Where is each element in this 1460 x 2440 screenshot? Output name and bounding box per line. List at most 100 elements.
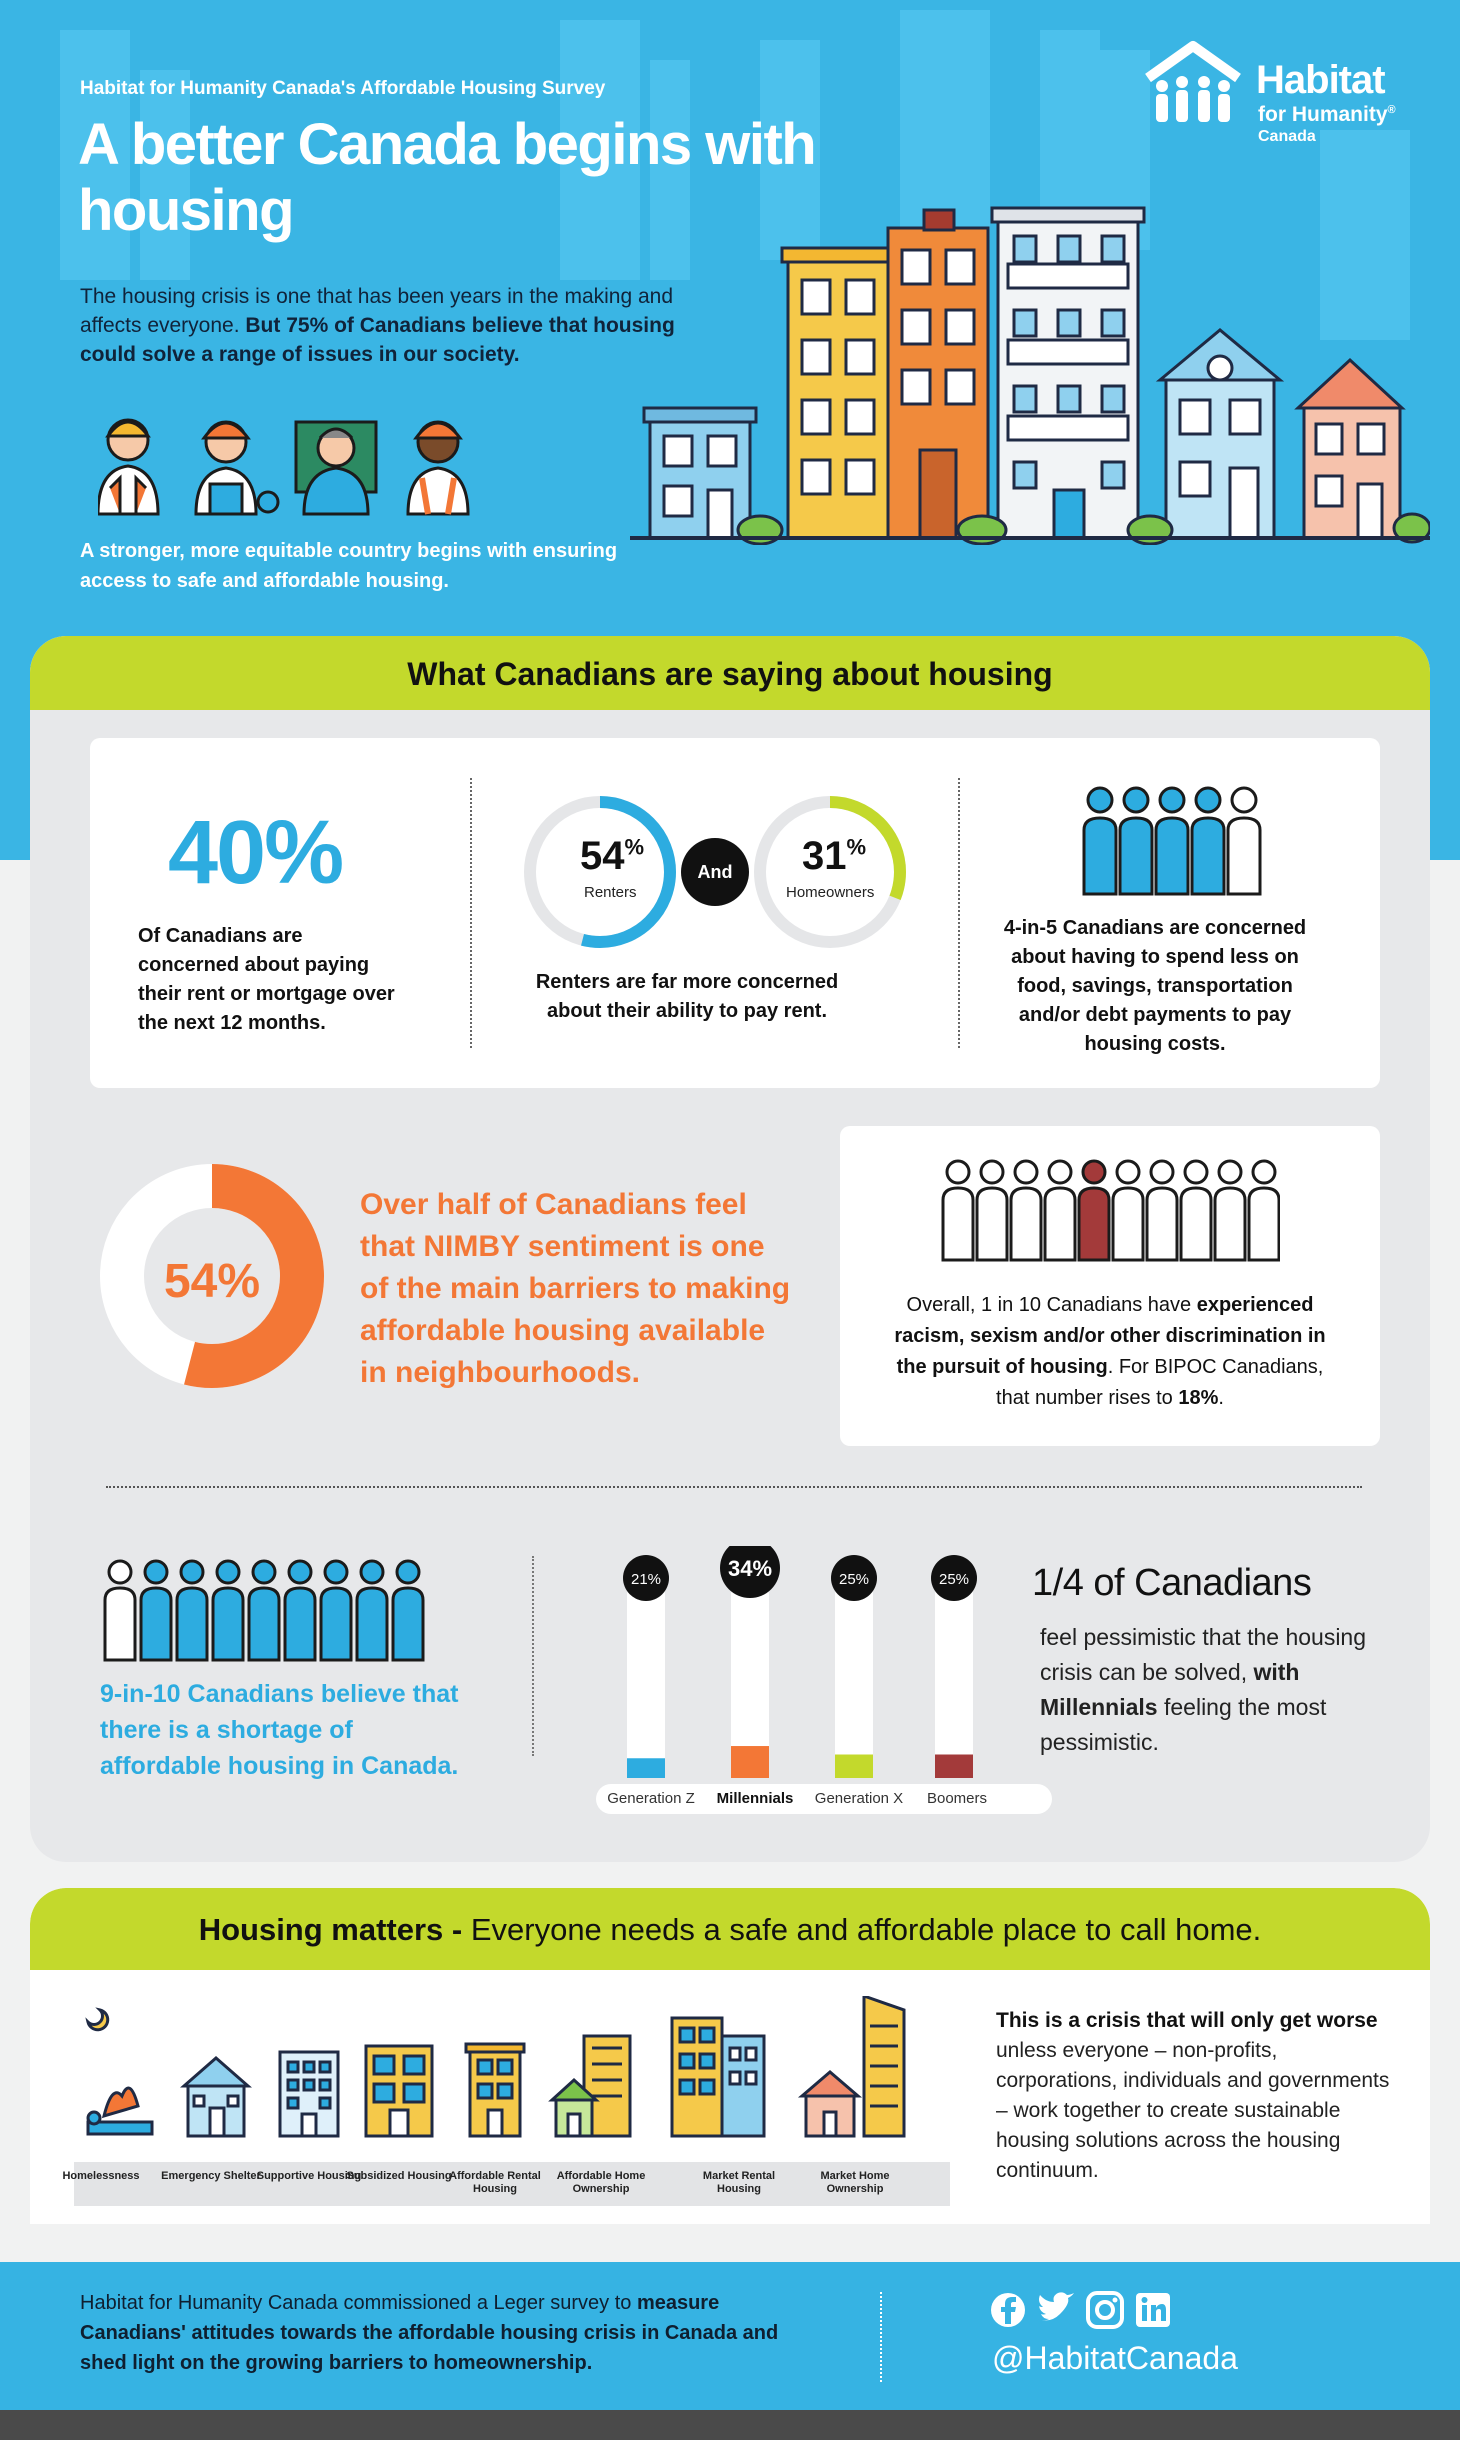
pillar-bar	[835, 1754, 873, 1778]
instagram-icon[interactable]	[1086, 2291, 1124, 2329]
gen-label-boomers: Boomers	[926, 1790, 988, 1807]
pillar-value-label: 34%	[728, 1556, 772, 1581]
continuum-label-market-ownership: Market Home Ownership	[820, 2170, 890, 2195]
city-houses-illustration	[630, 206, 1430, 545]
facebook-icon[interactable]	[991, 2293, 1025, 2327]
renters-text: Renters are far more concerned about the…	[535, 971, 839, 1022]
and-label: And	[697, 862, 733, 882]
logo-line3: Canada	[1258, 128, 1316, 145]
footer-text: Habitat for Humanity Canada commissioned…	[80, 2292, 779, 2374]
affordable-ownership-icon	[548, 2034, 632, 2138]
person-figure	[247, 1559, 281, 1662]
homeowners-label: Homeowners	[786, 884, 875, 901]
renters-value: 54%	[580, 834, 645, 878]
pillar-bar	[627, 1758, 665, 1778]
continuum-label-subsidized: Subsidized Housing	[346, 2170, 452, 2182]
market-rental-icon	[670, 2016, 766, 2138]
housing-matters-section: Housing matters - Everyone needs a safe …	[30, 1888, 1430, 2224]
gen-label-genx: Generation X	[814, 1790, 904, 1807]
divider	[532, 1556, 534, 1756]
supportive-housing-icon	[278, 2050, 340, 2138]
market-ownership-icon	[797, 1996, 906, 2138]
habitat-logo[interactable]: Habitat for Humanity® Canada	[1138, 38, 1408, 148]
person-figure	[319, 1559, 353, 1662]
pillar-value-badge	[931, 1555, 977, 1601]
social-handle[interactable]: @HabitatCanada	[992, 2340, 1238, 2376]
divider	[958, 778, 960, 1048]
renters-label: Renters	[584, 884, 637, 901]
renters-donut-arc	[524, 796, 676, 948]
person-figure	[103, 1559, 137, 1662]
person-figure	[391, 1559, 425, 1662]
pillar-track	[835, 1590, 873, 1778]
pillar-value-label: 21%	[631, 1571, 661, 1588]
linkedin-icon[interactable]	[1136, 2293, 1170, 2327]
divider	[106, 1486, 1362, 1488]
person-figure	[139, 1559, 173, 1662]
pillar-track	[731, 1590, 769, 1778]
people-crowd-icon	[103, 1559, 425, 1662]
continuum-label-affordable-ownership: Affordable Home Ownership	[556, 2170, 646, 2195]
person-figure	[1213, 1159, 1247, 1262]
pillar-value-label: 25%	[939, 1571, 969, 1588]
continuum-label-emergency-shelter: Emergency Shelter	[161, 2170, 261, 2182]
nimby-donut-arc	[100, 1164, 324, 1388]
stat-40-text: Of Canadians are concerned about paying …	[138, 925, 395, 1034]
people-group-icon	[1082, 786, 1262, 896]
intro-text: The housing crisis is one that has been …	[80, 285, 675, 366]
four-in-five-text: 4-in-5 Canadians are concerned about hav…	[1003, 917, 1307, 1055]
discrimination-card: Overall, 1 in 10 Canadians have experien…	[840, 1126, 1380, 1446]
pillar-bar	[935, 1754, 973, 1778]
social-icons	[991, 2291, 1170, 2329]
person-figure	[975, 1159, 1009, 1262]
and-circle	[681, 838, 749, 906]
gen-label-genz: Generation Z	[607, 1790, 695, 1807]
person-figure	[941, 1159, 975, 1262]
shortage-text: 9-in-10 Canadians believe that there is …	[100, 1680, 459, 1780]
pillar-track	[935, 1590, 973, 1778]
workers-illustration	[98, 418, 470, 516]
logo-line2: for Humanity®	[1258, 103, 1396, 126]
homelessness-icon	[85, 2007, 154, 2136]
person-figure	[175, 1559, 209, 1662]
twitter-icon[interactable]	[1039, 2292, 1074, 2321]
homeowners-donut-arc	[754, 796, 906, 948]
divider	[470, 778, 472, 1048]
quarter-heading: 1/4 of Canadians	[1032, 1562, 1312, 1604]
section-title: What Canadians are saying about housing	[407, 656, 1053, 692]
tagline: A stronger, more equitable country begin…	[80, 540, 618, 592]
continuum-label-homelessness: Homelessness	[62, 2170, 140, 2182]
continuum-strip	[74, 2162, 950, 2206]
footer: Habitat for Humanity Canada commissioned…	[0, 2262, 1460, 2410]
generation-pessimism-chart: 21% 34% 25% 25%	[623, 1546, 977, 1778]
crisis-text: This is a crisis that will only get wors…	[996, 2009, 1390, 2182]
subsidized-housing-icon	[364, 2044, 434, 2138]
logo-line1: Habitat	[1256, 58, 1386, 102]
person-figure	[355, 1559, 389, 1662]
page-title: A better Canada begins with housing	[78, 112, 817, 243]
person-figure	[1111, 1159, 1145, 1262]
person-figure	[1179, 1159, 1213, 1262]
pillar-bar	[731, 1746, 769, 1778]
habitat-logo-icon	[1145, 41, 1241, 122]
homeowners-value: 31%	[802, 834, 867, 878]
survey-label: Habitat for Humanity Canada's Affordable…	[80, 78, 606, 99]
pillar-value-badge	[623, 1555, 669, 1601]
person-figure	[1077, 1159, 1111, 1262]
person-figure	[1043, 1159, 1077, 1262]
divider	[880, 2292, 882, 2382]
quarter-text: feel pessimistic that the housing crisis…	[1040, 1624, 1367, 1755]
person-figure	[211, 1559, 245, 1662]
pillar-value-badge	[831, 1555, 877, 1601]
nimby-donut	[100, 1164, 324, 1388]
generation-axis: Generation Z Millennials Generation X Bo…	[596, 1784, 1052, 1814]
people-row-icon	[941, 1159, 1280, 1262]
gen-label-millennials: Millennials	[716, 1790, 794, 1807]
pillar-value-label: 25%	[839, 1571, 869, 1588]
section-title: Housing matters - Everyone needs a safe …	[198, 1912, 1262, 1947]
concern-card: 40% Of Canadians are concerned about pay…	[90, 738, 1380, 1088]
nimby-text: Over half of Canadians feel that NIMBY s…	[360, 1188, 791, 1389]
emergency-shelter-icon	[180, 2056, 252, 2138]
pillar-track	[627, 1590, 665, 1778]
housing-continuum-illustration	[85, 1996, 906, 2138]
